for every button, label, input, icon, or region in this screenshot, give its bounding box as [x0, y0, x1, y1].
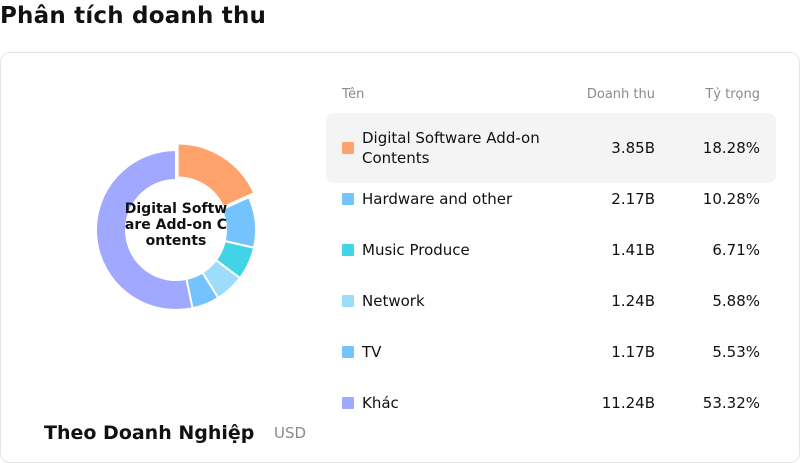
legend-swatch — [342, 346, 354, 358]
table-header: Tên Doanh thu Tỷ trọng — [326, 87, 776, 107]
group-title: Theo Doanh Nghiệp — [44, 422, 255, 444]
row-revenue: 1.41B — [611, 241, 655, 259]
legend-swatch — [342, 142, 354, 154]
legend-swatch — [342, 244, 354, 256]
table-row[interactable]: Khác 11.24B 53.32% — [326, 368, 776, 438]
row-name: Khác — [362, 394, 399, 412]
donut-slice[interactable] — [176, 142, 256, 209]
row-revenue: 11.24B — [601, 394, 655, 412]
row-share: 5.88% — [712, 292, 760, 310]
row-revenue: 1.24B — [611, 292, 655, 310]
table-row[interactable]: Music Produce 1.41B 6.71% — [326, 215, 776, 285]
row-revenue: 1.17B — [611, 343, 655, 361]
donut-chart[interactable] — [1, 53, 331, 393]
row-name: Music Produce — [362, 241, 470, 259]
row-revenue: 2.17B — [611, 190, 655, 208]
row-share: 18.28% — [702, 139, 760, 157]
page-title: Phân tích doanh thu — [0, 3, 267, 29]
table-row[interactable]: Hardware and other 2.17B 10.28% — [326, 164, 776, 234]
table-row[interactable]: Digital Software Add-on Contents 3.85B 18.… — [326, 113, 776, 183]
table-row[interactable]: TV 1.17B 5.53% — [326, 317, 776, 387]
header-revenue: Doanh thu — [586, 87, 655, 102]
legend-swatch — [342, 193, 354, 205]
row-revenue: 3.85B — [611, 139, 655, 157]
header-name: Tên — [342, 87, 365, 102]
revenue-card: Digital Software Add-on Contents Theo Do… — [0, 52, 800, 463]
row-share: 6.71% — [712, 241, 760, 259]
row-name: Hardware and other — [362, 190, 513, 208]
currency-unit: USD — [274, 424, 307, 442]
legend-swatch — [342, 397, 354, 409]
row-name: Digital Software Add-on Contents — [362, 129, 540, 167]
row-share: 53.32% — [702, 394, 760, 412]
header-share: Tỷ trọng — [705, 87, 760, 102]
row-share: 10.28% — [702, 190, 760, 208]
legend-swatch — [342, 295, 354, 307]
row-share: 5.53% — [712, 343, 760, 361]
table-row[interactable]: Network 1.24B 5.88% — [326, 266, 776, 336]
donut-center-label: Digital Software Add-on Contents — [124, 201, 228, 249]
row-name: TV — [362, 343, 382, 361]
donut-slice[interactable] — [95, 148, 194, 311]
row-name: Network — [362, 292, 425, 310]
